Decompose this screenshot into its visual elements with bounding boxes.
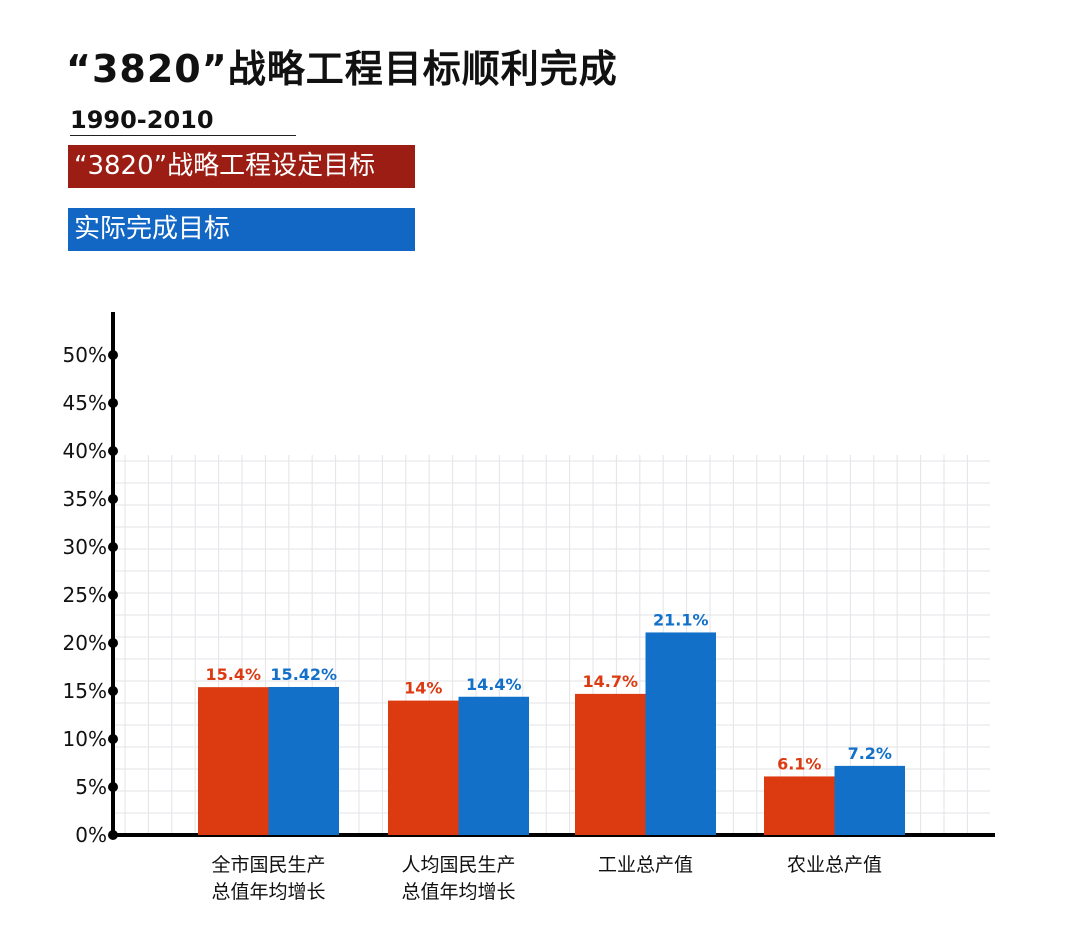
y-tick-dot bbox=[108, 542, 118, 552]
y-tick-dot bbox=[108, 446, 118, 456]
y-tick-label: 0% bbox=[75, 823, 107, 847]
period-label: 1990-2010 bbox=[70, 106, 296, 136]
y-tick-dot bbox=[108, 350, 118, 360]
y-tick-label: 5% bbox=[75, 775, 107, 799]
x-tick-label: 全市国民生产 bbox=[211, 854, 325, 876]
data-label: 14.7% bbox=[582, 672, 638, 691]
x-tick-label: 总值年均增长 bbox=[211, 881, 325, 903]
y-tick-label: 25% bbox=[63, 583, 107, 607]
bar-target bbox=[764, 776, 835, 835]
y-tick-dot bbox=[108, 494, 118, 504]
legend-target: “3820”战略工程设定目标 bbox=[68, 145, 415, 188]
legend-actual: 实际完成目标 bbox=[68, 208, 415, 251]
y-tick-dot bbox=[108, 782, 118, 792]
data-label: 21.1% bbox=[653, 610, 709, 629]
data-label: 6.1% bbox=[777, 754, 821, 773]
x-tick-label: 农业总产值 bbox=[787, 854, 882, 876]
bar-actual bbox=[458, 696, 529, 835]
y-tick-label: 30% bbox=[63, 535, 107, 559]
y-tick-dot bbox=[108, 830, 118, 840]
data-label: 7.2% bbox=[848, 744, 892, 763]
y-tick-label: 10% bbox=[63, 727, 107, 751]
y-tick-dot bbox=[108, 638, 118, 648]
bar-target bbox=[198, 687, 269, 835]
y-tick-label: 35% bbox=[63, 487, 107, 511]
bar-actual bbox=[268, 686, 339, 835]
y-tick-label: 40% bbox=[63, 439, 107, 463]
bar-target bbox=[388, 700, 459, 835]
y-tick-dot bbox=[108, 686, 118, 696]
data-label: 15.42% bbox=[270, 665, 337, 684]
x-tick-label: 人均国民生产 bbox=[401, 854, 515, 876]
y-tick-label: 20% bbox=[63, 631, 107, 655]
x-tick-label: 总值年均增长 bbox=[401, 881, 515, 903]
y-tick-label: 45% bbox=[63, 391, 107, 415]
y-tick-label: 50% bbox=[63, 343, 107, 367]
chart-title: “3820”战略工程目标顺利完成 bbox=[66, 47, 618, 91]
y-tick-dot bbox=[108, 590, 118, 600]
x-tick-label: 工业总产值 bbox=[598, 854, 693, 876]
bar-target bbox=[575, 693, 646, 835]
bar-actual bbox=[645, 632, 716, 835]
y-tick-label: 15% bbox=[63, 679, 107, 703]
data-label: 14% bbox=[404, 679, 442, 698]
data-label: 14.4% bbox=[466, 675, 522, 694]
y-tick-dot bbox=[108, 734, 118, 744]
data-label: 15.4% bbox=[205, 665, 261, 684]
bar-actual bbox=[834, 765, 905, 835]
y-tick-dot bbox=[108, 398, 118, 408]
